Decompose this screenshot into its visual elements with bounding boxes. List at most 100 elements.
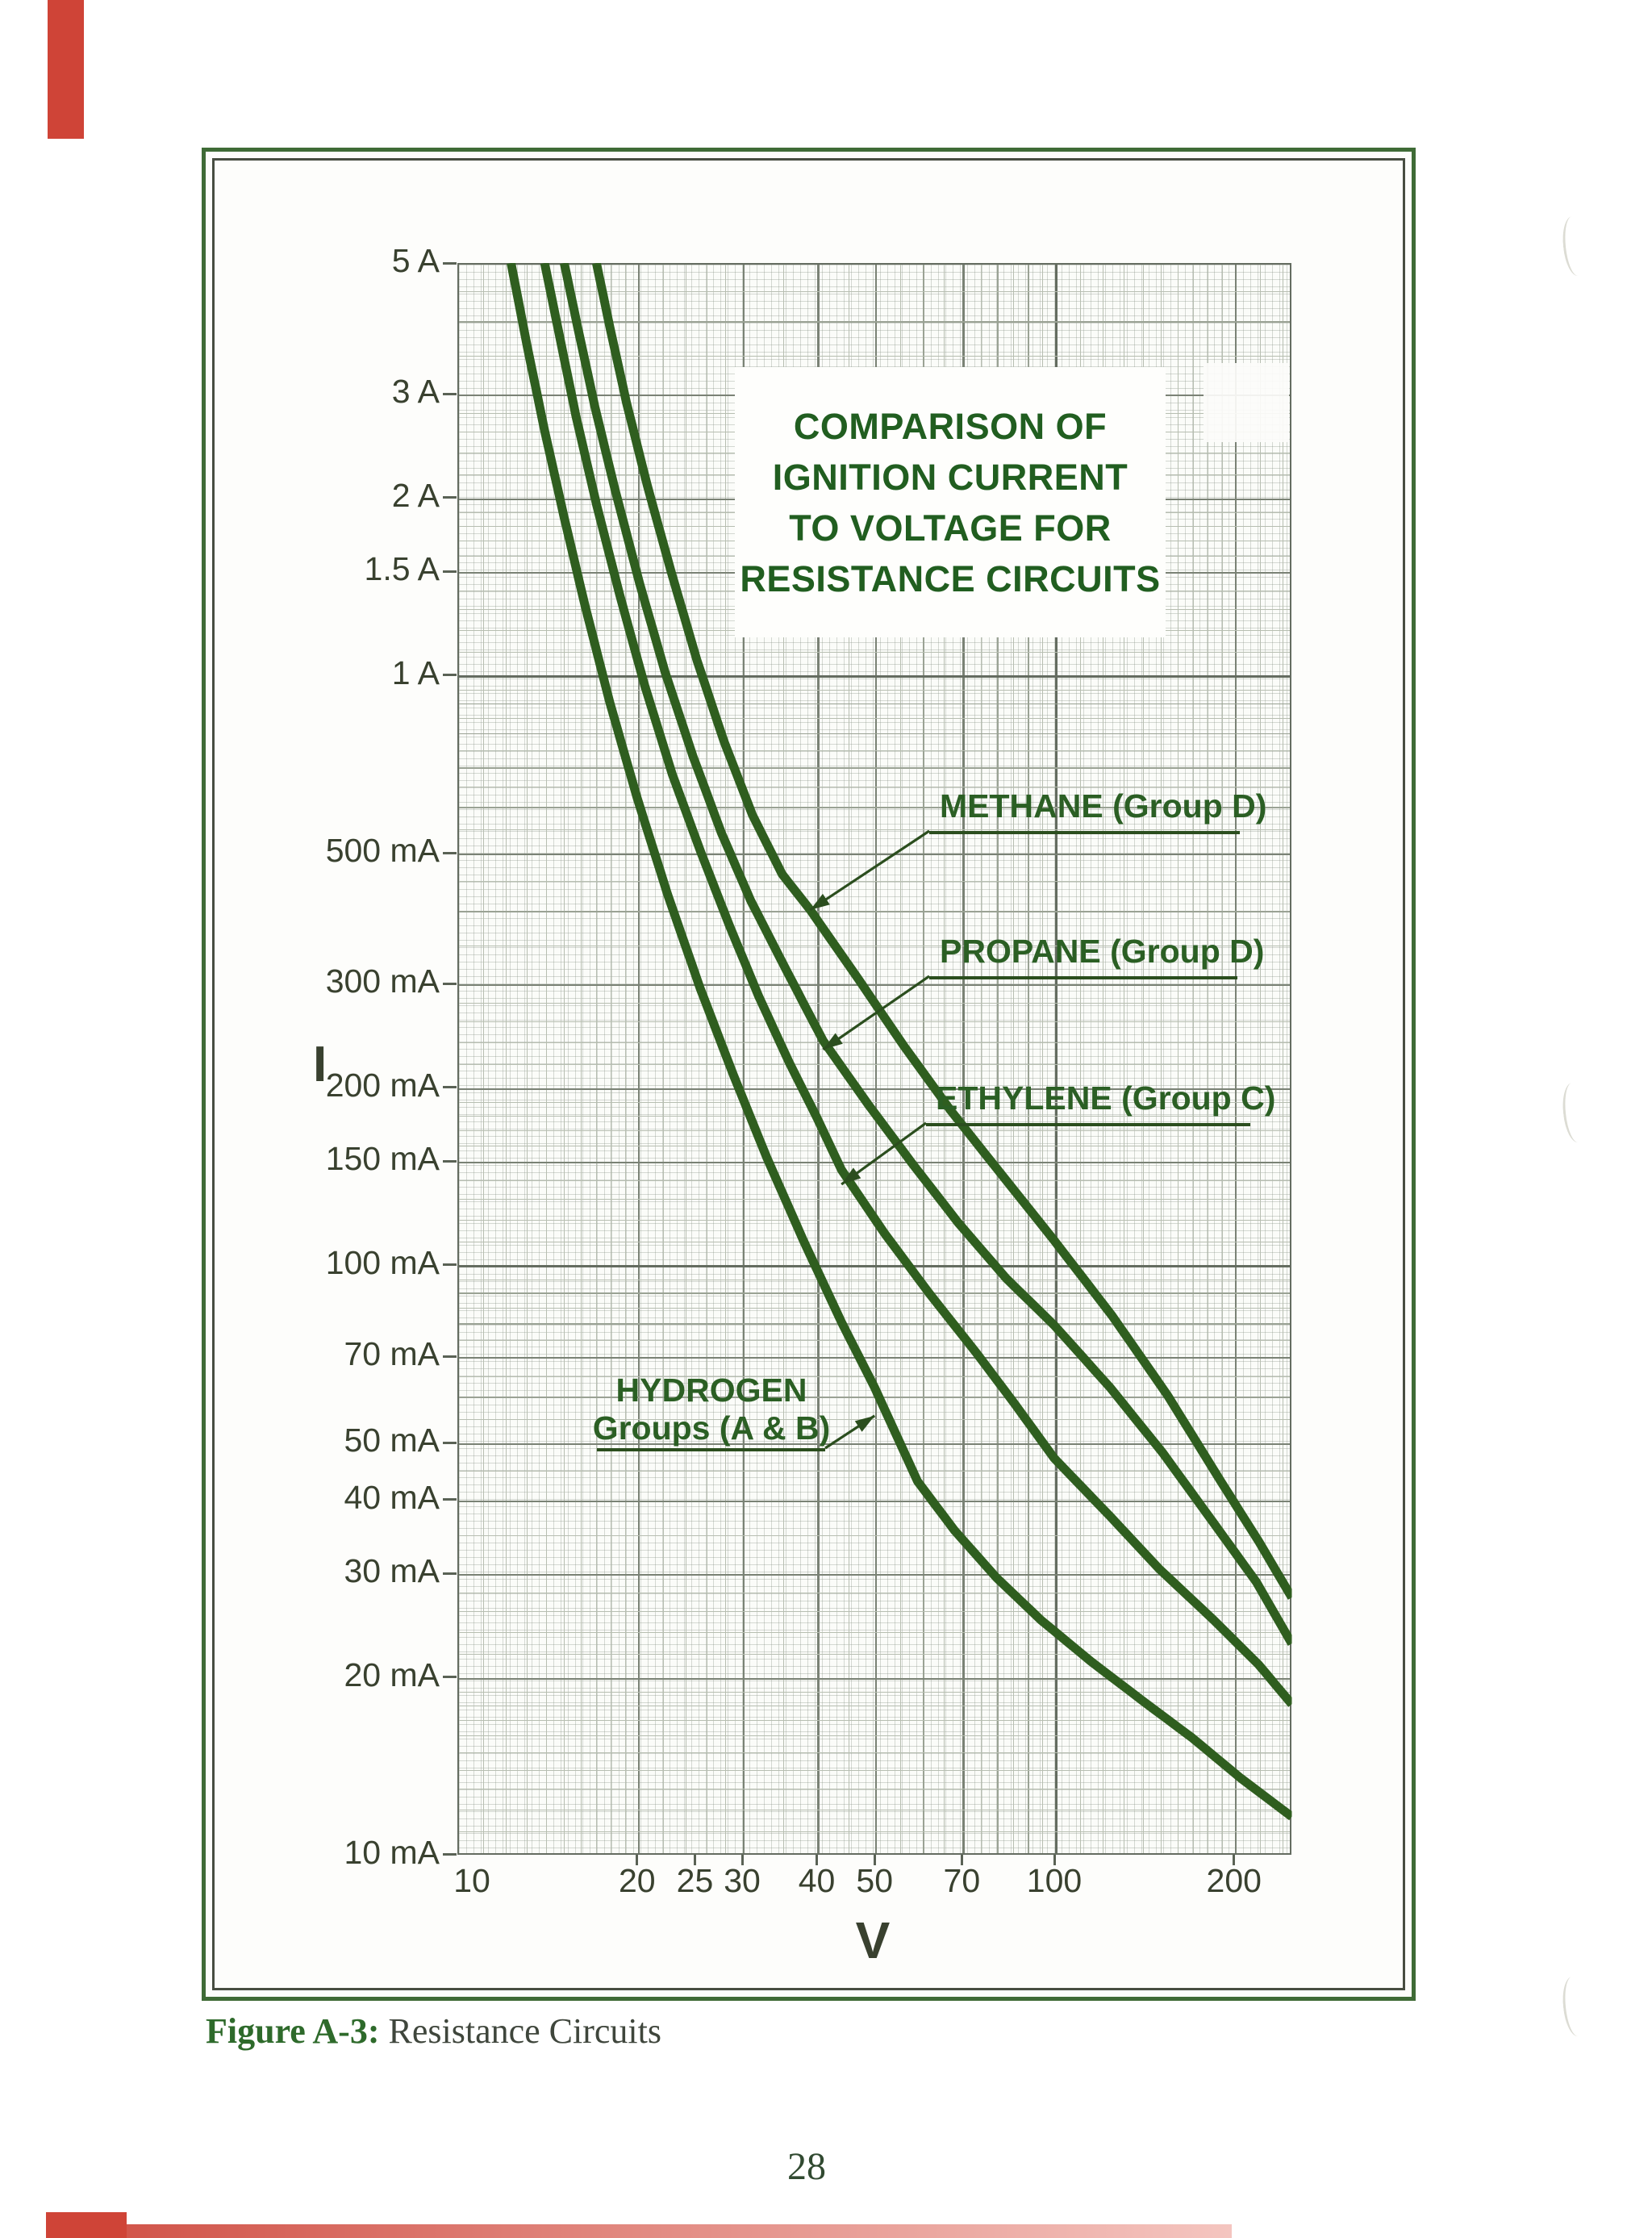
y-tick-mark <box>443 392 457 395</box>
y-tick-mark <box>443 982 457 985</box>
gridline <box>459 1719 1290 1721</box>
x-tick-label: 10 <box>453 1862 490 1899</box>
gridline <box>459 689 1290 691</box>
curve-label-methane: METHANE (Group D) <box>940 787 1267 825</box>
y-axis-title: I <box>313 1037 327 1092</box>
x-tick-label: 20 <box>618 1862 656 1899</box>
gridline <box>459 1419 1290 1421</box>
gridline <box>459 910 1290 912</box>
gridline <box>459 749 1290 751</box>
y-tick-mark <box>443 1498 457 1501</box>
x-tick-mark <box>816 1855 819 1865</box>
gridline <box>459 829 1290 831</box>
gridline <box>459 1611 1290 1613</box>
y-tick-label: 500 mA <box>325 832 440 869</box>
y-tick-label: 200 mA <box>325 1066 440 1104</box>
gridline <box>459 1064 1290 1066</box>
gridline <box>1193 265 1195 1853</box>
page-number: 28 <box>787 2145 826 2188</box>
gridline <box>459 1129 1290 1131</box>
x-tick-label: 70 <box>943 1862 981 1899</box>
gridline <box>563 265 565 1853</box>
page-edge-mark-bottom <box>1560 1975 1590 2038</box>
gridline <box>997 265 999 1853</box>
chart-title-box: COMPARISON OF IGNITION CURRENT TO VOLTAG… <box>735 367 1166 637</box>
gridline <box>1054 265 1058 1853</box>
gridline <box>526 265 528 1853</box>
scan-artifact-red-block-bottom-left <box>46 2212 127 2238</box>
gridline <box>459 1021 1290 1023</box>
gridline <box>459 1752 1290 1753</box>
gridline <box>900 265 902 1853</box>
curve-label-hydrogen-line-1: HYDROGEN <box>615 1372 807 1409</box>
curve-label-hydrogen-underline <box>597 1448 825 1451</box>
y-tick-mark <box>443 570 457 573</box>
x-tick-label: 100 <box>1026 1862 1083 1899</box>
gridline <box>459 733 1290 735</box>
chart-title-line-2: IGNITION CURRENT <box>772 456 1128 498</box>
gridline <box>1028 265 1030 1853</box>
leader-arrowhead-ethylene <box>841 1167 861 1184</box>
gridline <box>817 265 820 1853</box>
gridline <box>459 853 1290 856</box>
x-tick-label: 30 <box>724 1862 761 1899</box>
curve-label-methane-underline <box>929 831 1240 834</box>
gridline <box>459 1088 1290 1091</box>
gridline <box>545 265 547 1853</box>
ignition-curves-canvas <box>507 263 1292 1821</box>
page-edge-mark-middle <box>1560 1081 1590 1144</box>
figure-frame-inner-border <box>212 158 1405 1990</box>
gridline <box>459 1470 1290 1472</box>
gridline <box>459 675 1290 678</box>
gridline <box>459 1180 1290 1181</box>
x-tick-mark <box>873 1855 876 1865</box>
gridline <box>459 983 1290 987</box>
gridline <box>459 1376 1290 1378</box>
y-tick-label: 50 mA <box>344 1422 440 1459</box>
gridline <box>637 265 640 1853</box>
gridline <box>459 1101 1290 1103</box>
scan-artifact-red-strip-bottom <box>46 2224 1232 2238</box>
x-tick-label: 50 <box>856 1862 894 1899</box>
gridline <box>459 1292 1290 1295</box>
gridline <box>1221 265 1223 1853</box>
gridline <box>874 265 878 1853</box>
gridline <box>459 1265 1290 1268</box>
gridline <box>459 1339 1290 1341</box>
chart-title-line-3: TO VOLTAGE FOR <box>789 507 1112 549</box>
y-tick-mark <box>443 674 457 677</box>
gridline <box>981 265 982 1853</box>
gridline <box>459 1691 1290 1693</box>
leader-arrowhead-methane <box>810 893 830 910</box>
curve-label-ethylene-underline <box>926 1123 1250 1126</box>
gridline <box>459 1161 1290 1164</box>
y-tick-mark <box>443 1086 457 1089</box>
gridline <box>506 265 507 1853</box>
chart-title-line-4: RESISTANCE CIRCUITS <box>740 557 1161 599</box>
y-tick-label: 3 A <box>391 373 440 411</box>
gridline <box>459 1769 1290 1771</box>
gridline <box>1042 265 1043 1853</box>
y-tick-mark <box>443 1853 457 1856</box>
x-tick-mark <box>693 1855 696 1865</box>
gridline <box>459 880 1290 882</box>
gridline <box>1013 265 1015 1853</box>
curve-hydrogen <box>507 263 1292 1821</box>
figure-caption-prefix: Figure A-3: <box>206 2011 380 2051</box>
x-tick-label: 40 <box>798 1862 836 1899</box>
x-tick-mark <box>740 1855 744 1865</box>
y-tick-label: 2 A <box>391 476 440 514</box>
y-tick-label: 1.5 A <box>364 550 440 588</box>
y-tick-mark <box>443 1355 457 1358</box>
x-tick-label: 25 <box>676 1862 714 1899</box>
gridline <box>1259 265 1261 1853</box>
x-tick-mark <box>1233 1855 1236 1865</box>
curve-label-hydrogen-line-2: Groups (A & B) <box>592 1409 831 1447</box>
y-tick-mark <box>443 1572 457 1575</box>
gridline <box>1234 265 1237 1853</box>
gridline <box>742 265 745 1853</box>
gridline <box>922 265 924 1853</box>
leader-arrowhead-hydrogen <box>854 1415 875 1432</box>
y-tick-mark <box>443 1159 457 1163</box>
gridline <box>459 1308 1290 1309</box>
